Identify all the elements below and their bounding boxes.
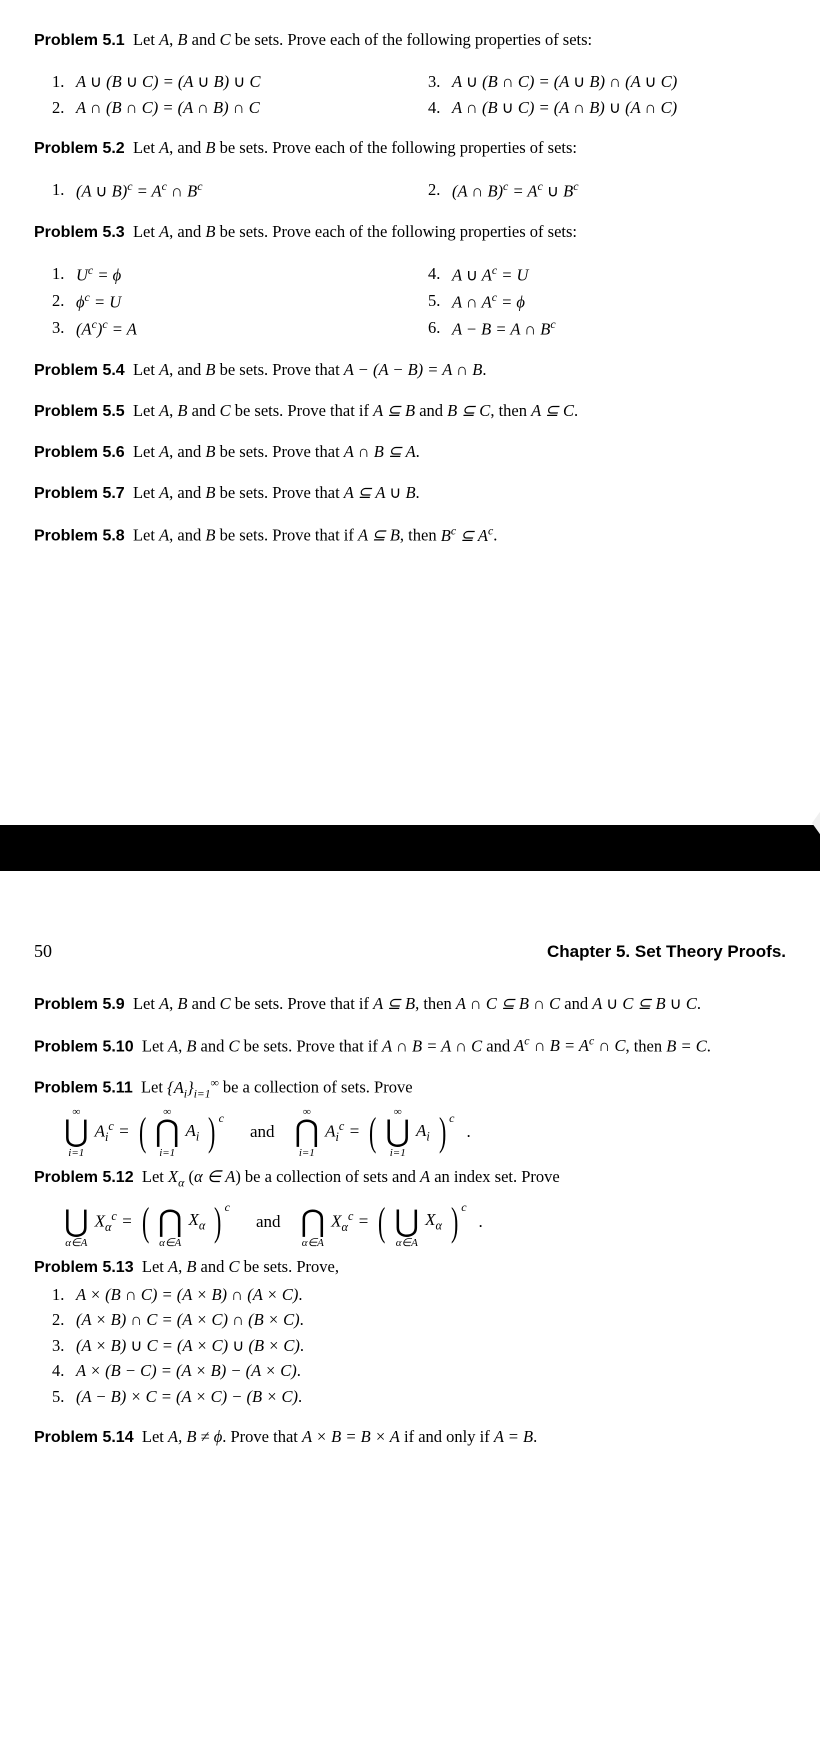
page-header: 50 Chapter 5. Set Theory Proofs. [34, 941, 786, 962]
page-gap [34, 565, 786, 765]
chapter-title: Chapter 5. Set Theory Proofs. [547, 942, 786, 962]
problem-5-1-items: 1.A ∪ (B ∪ C) = (A ∪ B) ∪ C 2.A ∩ (B ∩ C… [34, 69, 786, 120]
problem-5-10: Problem 5.10 Let A, B and C be sets. Pro… [34, 1033, 786, 1060]
problem-5-12: Problem 5.12 Let Xα (α ∈ A) be a collect… [34, 1165, 786, 1192]
problem-5-5: Problem 5.5 Let A, B and C be sets. Prov… [34, 399, 786, 424]
problem-5-13-items: 1.A × (B ∩ C) = (A × B) ∩ (A × C). 2.(A … [34, 1282, 786, 1410]
page-separator [0, 825, 820, 871]
problem-intro: Let A, B and C be sets. Prove each of th… [133, 30, 592, 49]
col-right: 3.A ∪ (B ∩ C) = (A ∪ B) ∩ (A ∪ C) 4.A ∩ … [410, 69, 786, 120]
problem-5-14: Problem 5.14 Let A, B ≠ ϕ. Prove that A … [34, 1425, 786, 1450]
problem-label: Problem 5.1 [34, 32, 125, 49]
problem-intro: Let A, and B be sets. Prove each of the … [133, 138, 577, 157]
problem-5-3: Problem 5.3 Let A, and B be sets. Prove … [34, 220, 786, 245]
problem-label: Problem 5.3 [34, 224, 125, 241]
problem-5-1: Problem 5.1 Let A, B and C be sets. Prov… [34, 28, 786, 53]
problem-5-6: Problem 5.6 Let A, and B be sets. Prove … [34, 440, 786, 465]
problem-5-2-items: 1.(A ∪ B)c = Ac ∩ Bc 2.(A ∩ B)c = Ac ∪ B… [34, 177, 786, 204]
eq-5-11: ∞⋃i=1 Aic = ( ∞⋂i=1 Ai )c and ∞⋂i=1 Aic … [64, 1117, 786, 1147]
problem-5-8: Problem 5.8 Let A, and B be sets. Prove … [34, 522, 786, 549]
problem-5-11: Problem 5.11 Let {Ai}i=1∞ be a collectio… [34, 1075, 786, 1103]
problem-intro: Let A, and B be sets. Prove each of the … [133, 222, 577, 241]
page-1: Problem 5.1 Let A, B and C be sets. Prov… [0, 0, 820, 825]
problem-5-2: Problem 5.2 Let A, and B be sets. Prove … [34, 136, 786, 161]
problem-5-4: Problem 5.4 Let A, and B be sets. Prove … [34, 358, 786, 383]
problem-5-7: Problem 5.7 Let A, and B be sets. Prove … [34, 481, 786, 506]
eq-5-12: ⋃α∈A Xαc = ( ⋂α∈A Xα )c and ⋂α∈A Xαc = (… [64, 1207, 786, 1237]
problem-5-13: Problem 5.13 Let A, B and C be sets. Pro… [34, 1255, 786, 1280]
page-number: 50 [34, 941, 52, 962]
problem-label: Problem 5.2 [34, 140, 125, 157]
problem-5-9: Problem 5.9 Let A, B and C be sets. Prov… [34, 992, 786, 1017]
col-left: 1.A ∪ (B ∪ C) = (A ∪ B) ∪ C 2.A ∩ (B ∩ C… [34, 69, 410, 120]
problem-5-3-items: 1.Uc = ϕ 2.ϕc = U 3.(Ac)c = A 4.A ∪ Ac =… [34, 261, 786, 342]
page-2: 50 Chapter 5. Set Theory Proofs. Problem… [0, 871, 820, 1527]
